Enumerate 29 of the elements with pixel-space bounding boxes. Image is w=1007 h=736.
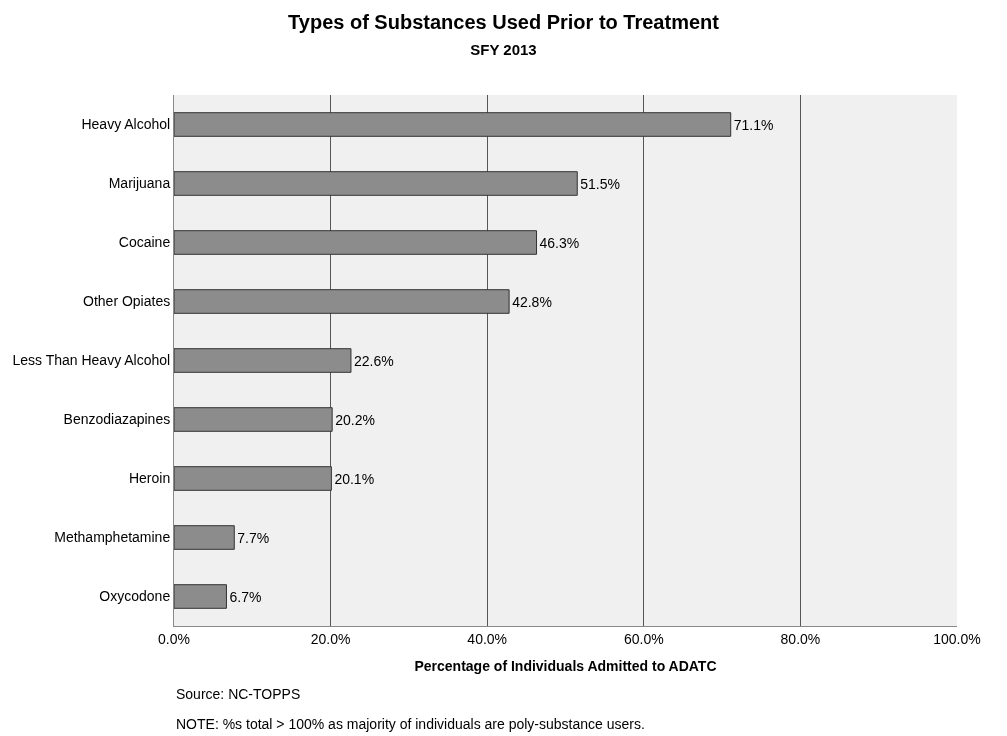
x-tick-label: 40.0% [467,630,508,647]
source-note: Source: NC-TOPPS [176,686,301,702]
y-tick-label: Benzodiazapines [63,411,171,428]
x-tick-label: 80.0% [780,630,821,647]
y-tick-label: Cocaine [118,234,171,251]
x-tick-label: 100.0% [933,630,981,647]
x-axis-title: Percentage of Individuals Admitted to ADATC [414,658,717,675]
data-label: 20.2% [335,411,375,428]
data-label: 7.7% [237,529,270,546]
y-tick-label: Other Opiates [83,293,171,310]
y-tick-label: Methamphetamine [54,529,171,546]
y-tick-label: Oxycodone [99,588,171,605]
chart-title: Types of Substances Used Prior to Treatment [288,11,720,34]
y-tick-label: Marijuana [108,175,171,192]
data-label: 42.8% [512,293,552,310]
data-label: 46.3% [539,234,580,251]
y-tick-label: Heroin [128,470,171,487]
data-label: 6.7% [229,588,262,605]
x-tick-label: 20.0% [310,630,351,647]
data-label: 51.5% [580,175,620,192]
y-tick-label: Heavy Alcohol [81,116,171,133]
data-label: 71.1% [733,116,774,133]
x-tick-label: 60.0% [623,630,664,647]
y-tick-label: Less Than Heavy Alcohol [12,352,171,369]
data-label: 22.6% [353,352,394,369]
chart-subtitle: SFY 2013 [470,41,537,59]
x-tick-label: 0.0% [158,630,190,647]
data-label: 20.1% [334,470,375,487]
text: NOTE: %s total > 100% as majority of individuals are poly-substance users. [176,716,645,732]
